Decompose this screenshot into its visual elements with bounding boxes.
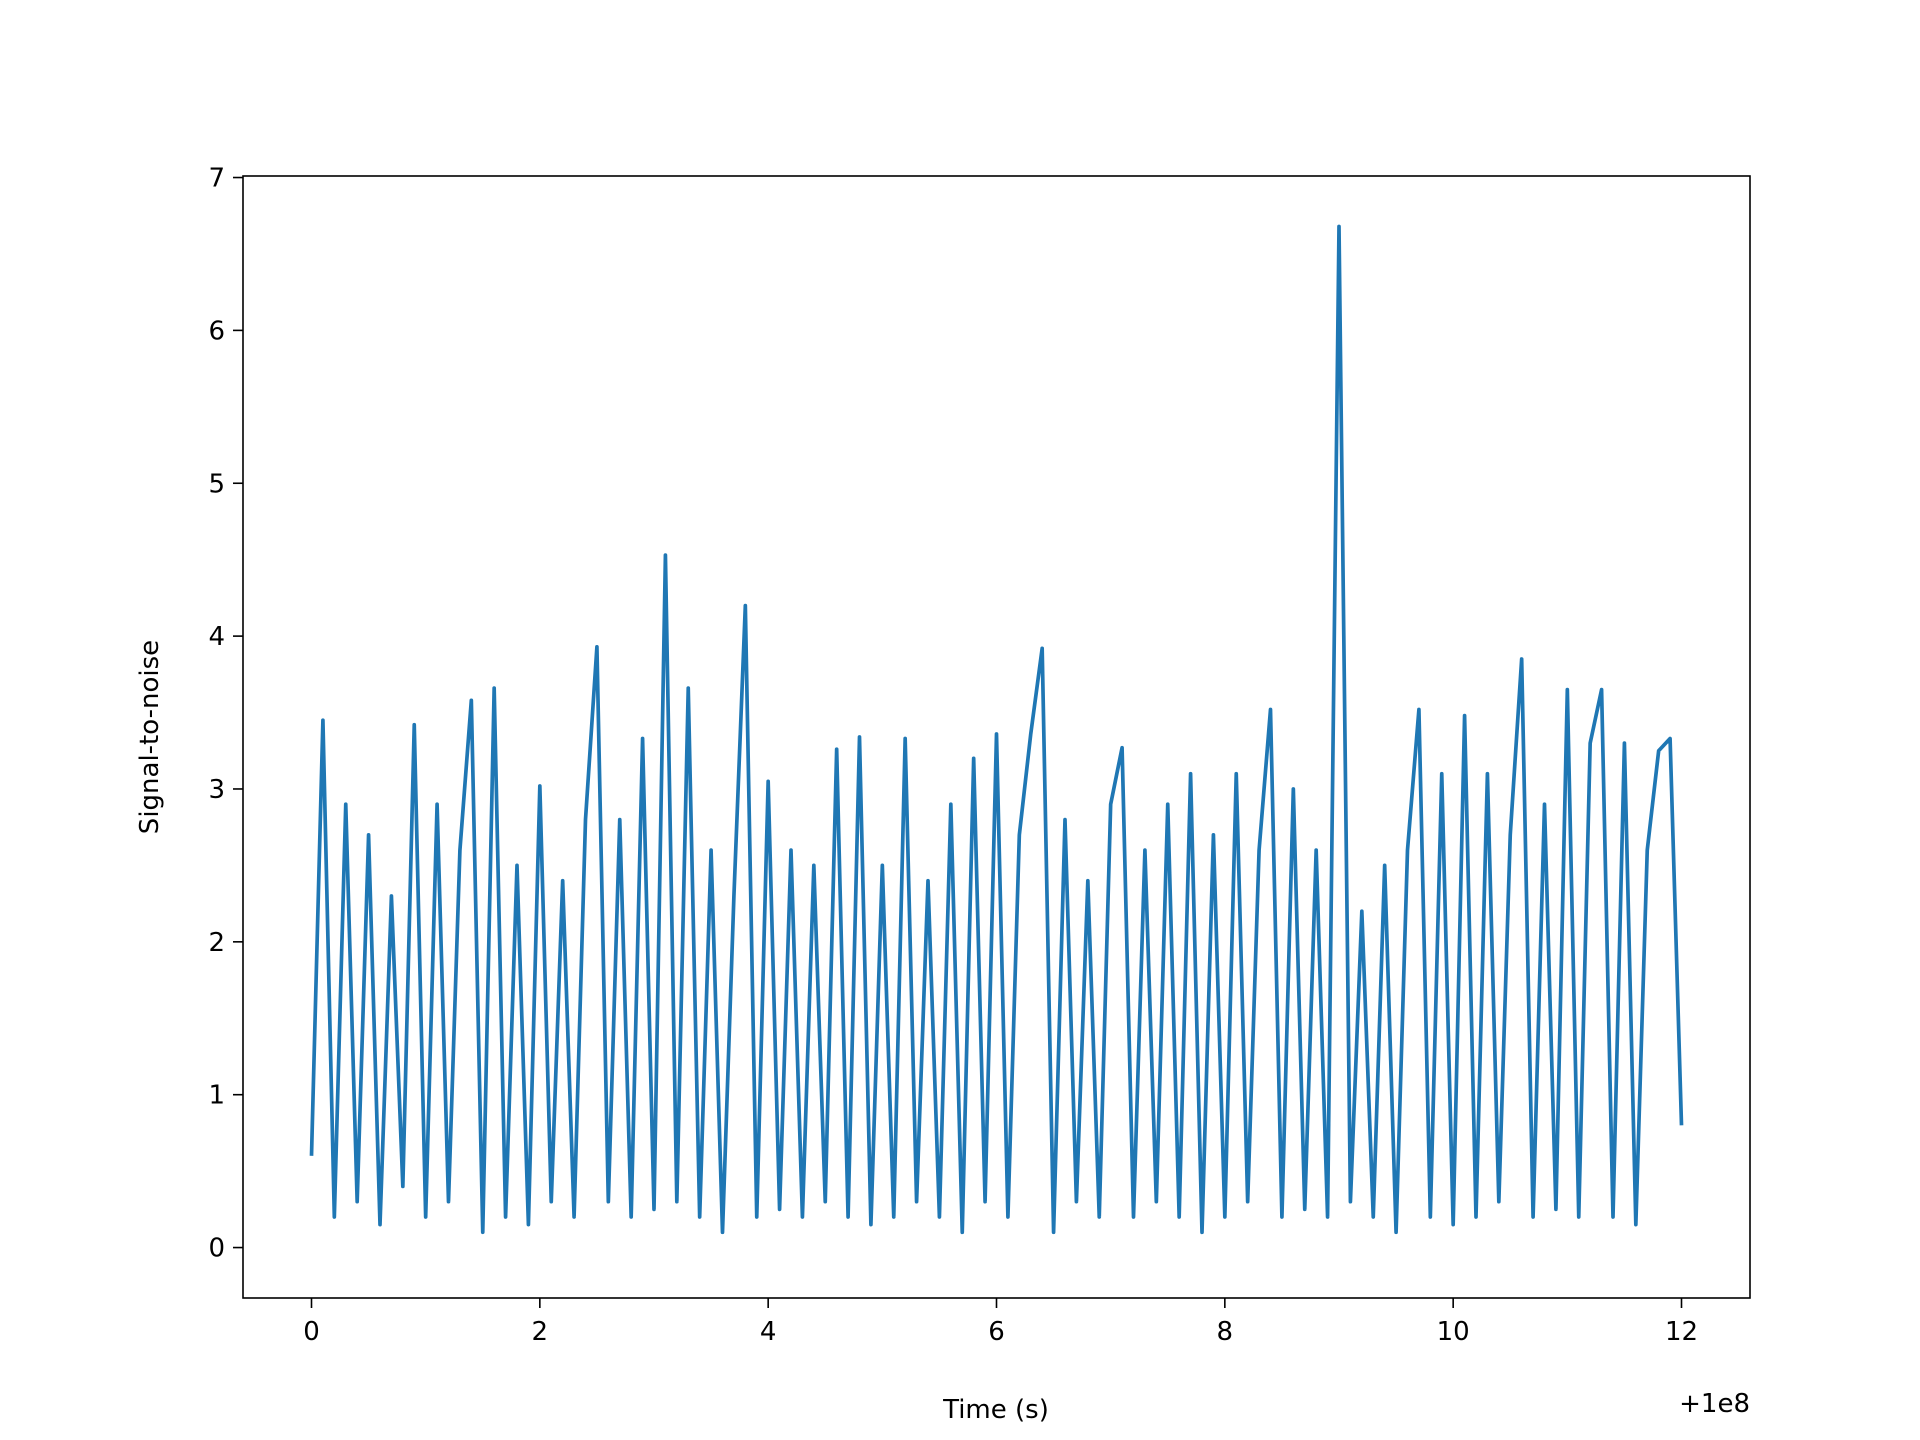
data-line	[309, 224, 1684, 1235]
x-tick-label: 2	[532, 1317, 549, 1347]
x-tick-label: 12	[1665, 1317, 1698, 1347]
x-tick-label: 0	[303, 1317, 320, 1347]
x-tick-label: 8	[1217, 1317, 1234, 1347]
x-offset-label: +1e8	[1679, 1389, 1750, 1419]
x-tick-label: 6	[988, 1317, 1005, 1347]
x-tick-label: 10	[1437, 1317, 1470, 1347]
y-tick-label: 4	[208, 622, 225, 652]
x-axis-label: Time (s)	[942, 1395, 1049, 1425]
y-tick-label: 2	[208, 928, 225, 958]
y-axis-label: Signal-to-noise	[135, 640, 165, 834]
y-tick-label: 1	[208, 1081, 225, 1111]
y-tick-label: 0	[208, 1234, 225, 1264]
x-tick-label: 4	[760, 1317, 777, 1347]
y-tick-label: 5	[208, 469, 225, 499]
y-tick-label: 7	[208, 164, 225, 194]
y-tick-label: 6	[208, 316, 225, 346]
y-tick-label: 3	[208, 775, 225, 805]
